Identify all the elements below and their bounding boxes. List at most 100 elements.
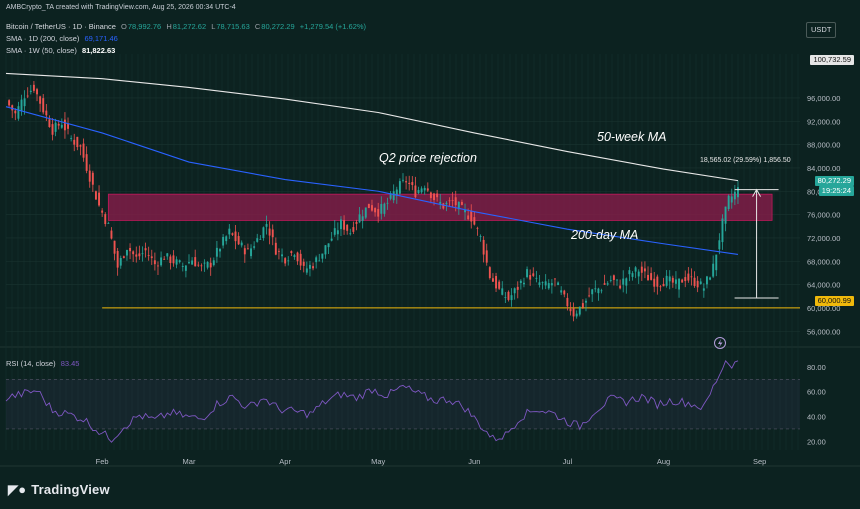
candle bbox=[209, 257, 212, 276]
tradingview-brand[interactable]: ◤● TradingView bbox=[8, 482, 110, 498]
candle-body bbox=[17, 106, 20, 119]
candle-body bbox=[144, 248, 147, 251]
candle-body bbox=[451, 200, 454, 201]
candle bbox=[132, 250, 135, 263]
candle bbox=[398, 178, 401, 197]
candle-body bbox=[591, 289, 594, 295]
candle-body bbox=[293, 255, 296, 258]
candle-body bbox=[321, 253, 324, 259]
candle-body bbox=[709, 277, 712, 280]
candle bbox=[718, 233, 721, 255]
candle bbox=[104, 212, 107, 227]
candle bbox=[389, 191, 392, 201]
low-label: L bbox=[211, 22, 216, 31]
candle bbox=[29, 84, 32, 95]
time-tick-label: Aug bbox=[657, 457, 670, 466]
candle bbox=[222, 234, 225, 249]
open-value: 78,992.76 bbox=[127, 22, 162, 31]
candle bbox=[600, 288, 603, 294]
candle-body bbox=[699, 281, 702, 284]
candle bbox=[163, 256, 166, 260]
rsi-tick-label: 40.00 bbox=[807, 413, 826, 422]
candle bbox=[67, 117, 69, 135]
rsi-label: RSI (14, close) bbox=[6, 359, 56, 368]
candle-body bbox=[498, 281, 501, 289]
candle-body bbox=[656, 276, 659, 287]
candle-body bbox=[544, 281, 547, 286]
candle bbox=[712, 255, 715, 278]
candle bbox=[107, 221, 110, 224]
measure-arrowhead bbox=[752, 188, 762, 197]
candle bbox=[141, 246, 144, 262]
candle bbox=[122, 255, 125, 259]
rsi-legend[interactable]: RSI (14, close) 83.45 bbox=[6, 359, 82, 368]
candle-body bbox=[153, 260, 156, 265]
candle-body bbox=[268, 228, 271, 236]
candle bbox=[361, 209, 364, 229]
time-tick-label: Mar bbox=[183, 457, 196, 466]
price-tick-label: 76,000.00 bbox=[807, 211, 840, 220]
candle-body bbox=[163, 258, 166, 260]
candle-body bbox=[98, 192, 101, 206]
candle-body bbox=[129, 247, 132, 252]
candle bbox=[219, 247, 221, 258]
candle-body bbox=[175, 259, 178, 265]
candle-body bbox=[603, 283, 606, 285]
candle bbox=[678, 278, 681, 298]
candle-body bbox=[572, 308, 575, 317]
candle-body bbox=[464, 209, 466, 213]
sma-50w-legend[interactable]: SMA · 1W (50, close) 81,822.63 bbox=[6, 46, 118, 55]
candle bbox=[14, 108, 17, 121]
candle-body bbox=[616, 279, 618, 281]
candle bbox=[305, 261, 308, 275]
candle-body bbox=[678, 278, 681, 290]
candle-body bbox=[200, 265, 203, 267]
alert-icon-ring bbox=[714, 337, 726, 349]
candle-body bbox=[330, 238, 333, 241]
candle bbox=[243, 245, 246, 263]
candle bbox=[212, 257, 215, 267]
close-label: C bbox=[254, 22, 261, 31]
rsi-value: 83.45 bbox=[60, 359, 80, 368]
candle-body bbox=[705, 276, 708, 285]
candle bbox=[671, 275, 674, 288]
candle bbox=[429, 191, 432, 204]
candle bbox=[473, 211, 476, 226]
candle-body bbox=[470, 211, 473, 222]
candle bbox=[206, 261, 209, 270]
candle bbox=[504, 292, 507, 303]
currency-badge[interactable]: USDT bbox=[806, 22, 837, 38]
candle-body bbox=[712, 263, 715, 277]
candle bbox=[640, 261, 643, 281]
sma-200d-legend[interactable]: SMA · 1D (200, close) 69,171.46 bbox=[6, 34, 121, 43]
candle-body bbox=[733, 191, 736, 200]
candle bbox=[76, 136, 79, 151]
candle-body bbox=[312, 266, 315, 269]
candle bbox=[612, 274, 615, 286]
candle bbox=[597, 287, 600, 301]
candle-body bbox=[274, 242, 277, 255]
ma-200d-annotation: 200-day MA bbox=[571, 228, 639, 242]
candle-body bbox=[519, 280, 522, 283]
candle-body bbox=[650, 273, 653, 280]
candle-body bbox=[336, 230, 339, 235]
candle bbox=[405, 176, 408, 190]
candle-body bbox=[54, 122, 57, 132]
candle-body bbox=[724, 206, 727, 224]
candle-body bbox=[26, 95, 29, 97]
candle-body bbox=[141, 253, 144, 255]
candle bbox=[464, 203, 466, 221]
candle-body bbox=[501, 288, 504, 295]
candle bbox=[733, 184, 736, 206]
candle-body bbox=[113, 240, 116, 254]
candle bbox=[70, 135, 73, 142]
candle-body bbox=[389, 193, 392, 199]
candle bbox=[23, 90, 26, 115]
low-value: 78,715.63 bbox=[216, 22, 250, 31]
candle bbox=[392, 184, 395, 204]
candle-body bbox=[157, 265, 159, 267]
candle-body bbox=[209, 262, 212, 268]
price-tick-label: 60,000.00 bbox=[807, 304, 840, 313]
candle bbox=[383, 202, 386, 217]
q2-rejection-annotation: Q2 price rejection bbox=[379, 151, 477, 165]
